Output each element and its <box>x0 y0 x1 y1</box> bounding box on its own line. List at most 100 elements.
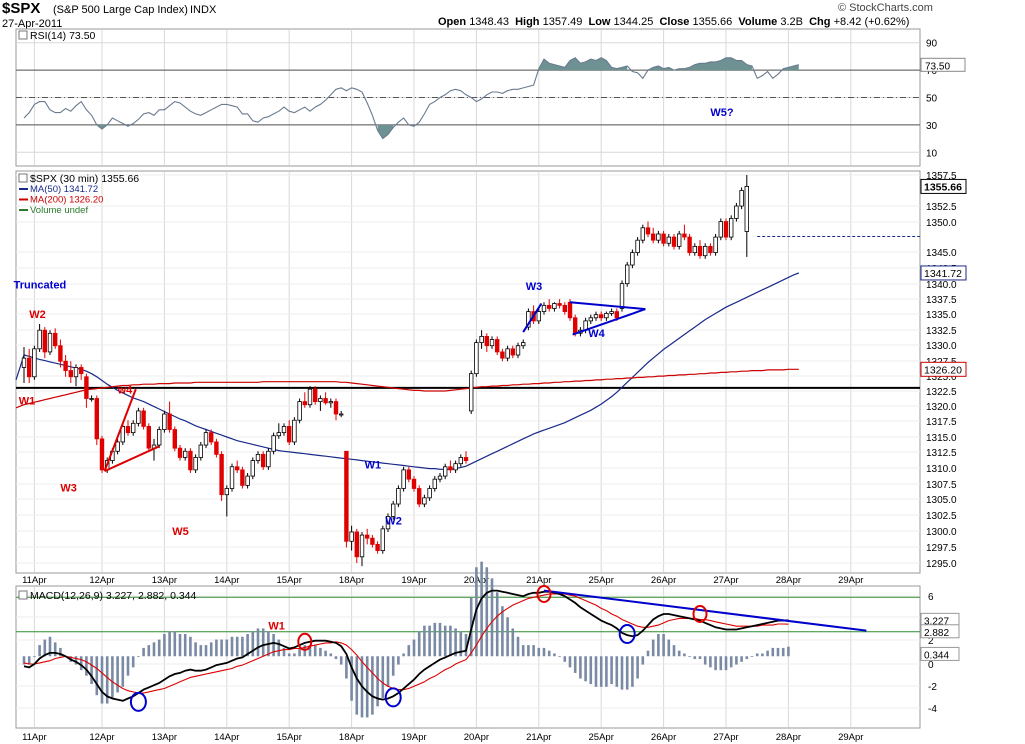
rsi-current-tag-box <box>920 57 966 72</box>
macd-histogram-bar <box>449 625 452 657</box>
price-y-tick: 1317.5 <box>926 417 957 428</box>
candle-body <box>635 239 640 254</box>
macd-histogram-bar <box>230 636 234 657</box>
macd-histogram-bar <box>709 656 712 668</box>
price-y-tick: 1337.5 <box>926 295 957 306</box>
x-tick-label: 12Apr <box>89 732 114 743</box>
rsi-oversold-fill <box>377 124 394 139</box>
candle-body <box>224 488 229 496</box>
macd-histogram-bar <box>142 647 145 657</box>
x-tick-label: 13Apr <box>152 732 177 743</box>
quote-bar: Open 1348.43 High 1357.49 Low 1344.25 Cl… <box>438 16 909 28</box>
candle-body <box>463 457 469 461</box>
candle-body <box>260 453 266 468</box>
candle-body <box>671 236 677 247</box>
price-y-tick: 1312.5 <box>926 448 957 459</box>
ma200-tag-box <box>920 361 967 377</box>
candle-body <box>713 236 718 254</box>
candle-body <box>640 227 645 241</box>
x-tick-label: 21Apr <box>526 575 551 586</box>
macd-histogram-bar <box>100 656 104 704</box>
wave-label: w4 <box>117 385 134 397</box>
macd-histogram-bar <box>454 628 457 657</box>
macd-histogram-bar <box>495 592 499 657</box>
last-price-tag: 1355.66 <box>924 181 962 193</box>
close-value: 1355.66 <box>692 16 733 28</box>
x-tick-label: 14Apr <box>214 575 239 586</box>
macd-histogram-bar <box>547 650 551 657</box>
macd-histogram-bar <box>605 656 608 687</box>
wave-label: W3 <box>526 281 543 293</box>
candle-body <box>47 332 53 353</box>
candle-body <box>266 450 271 468</box>
candle-body <box>651 233 656 241</box>
macd-y-tick: -2 <box>928 682 937 693</box>
x-tick-label: 29Apr <box>838 732 863 743</box>
macd-histogram-bar <box>641 656 645 665</box>
macd-histogram-bar <box>381 656 385 698</box>
macd-histogram-bar <box>490 578 494 657</box>
macd-histogram-bar <box>516 636 520 657</box>
macd-histogram-bar <box>724 656 728 671</box>
macd-histogram-bar <box>48 636 52 657</box>
candle-body <box>515 345 521 356</box>
macd-y-tick: -4 <box>928 704 937 715</box>
candle-body <box>42 329 47 353</box>
macd-histogram-bar <box>251 631 255 657</box>
candle-body <box>146 426 151 449</box>
candle-body <box>619 283 625 309</box>
candle-body <box>697 245 703 257</box>
candle-body <box>593 314 599 319</box>
macd-histogram-bar <box>438 622 442 657</box>
price-y-tick: 1297.5 <box>926 543 957 554</box>
x-tick-label: 27Apr <box>713 732 738 743</box>
candle-body <box>588 317 593 322</box>
macd-histogram-bar <box>199 645 203 657</box>
ma50-line <box>15 272 800 470</box>
macd-histogram-bar <box>615 656 619 687</box>
rsi-y-tick: 10 <box>926 148 938 159</box>
candle-body <box>666 236 671 244</box>
macd-histogram-bar <box>116 656 119 693</box>
annotation-circle <box>384 687 402 708</box>
macd-histogram-bar <box>693 656 697 660</box>
macd-histogram-bar <box>246 634 249 657</box>
macd-histogram-bar <box>485 567 489 657</box>
macd-histogram-bar <box>776 647 780 657</box>
candle-body <box>141 410 146 427</box>
candle-body <box>437 475 443 480</box>
candle-body <box>354 531 359 558</box>
macd-histogram-bar <box>53 642 57 657</box>
candle-body <box>494 339 500 353</box>
trend-line <box>103 388 137 472</box>
candle-body <box>177 447 183 458</box>
x-tick-label: 15Apr <box>277 732 302 743</box>
candle-body <box>115 441 120 452</box>
candle-body <box>448 466 453 471</box>
candle-body <box>682 233 687 238</box>
rsi-y-tick: 30 <box>926 121 938 132</box>
chart-date: 27-Apr-2011 <box>2 18 63 30</box>
macd-histogram-bar <box>599 656 603 687</box>
x-tick-label: 12Apr <box>89 575 114 586</box>
candle-body <box>562 304 567 312</box>
wave-label: W5 <box>172 526 189 538</box>
open-value: 1348.43 <box>469 16 509 28</box>
wave-label: Truncated <box>14 280 67 292</box>
macd-histogram-bar <box>256 628 260 657</box>
hist-value-tag: 0.344 <box>924 650 949 661</box>
candle-body <box>94 398 99 440</box>
price-y-tick: 1322.5 <box>926 387 957 398</box>
macd-histogram-bar <box>215 639 218 657</box>
macd-histogram-bar <box>568 656 572 668</box>
rsi-label: RSI(14) 73.50 <box>30 30 96 42</box>
chg-value: +8.42 (+0.62%) <box>833 16 910 28</box>
macd-histogram-bar <box>745 656 749 660</box>
candles-group <box>21 175 749 567</box>
candle-body <box>557 303 562 306</box>
macd-histogram-bar <box>631 656 634 687</box>
macd-legend-icon <box>18 590 28 600</box>
candle-body <box>312 388 318 402</box>
candle-body <box>416 488 422 505</box>
candle-body <box>432 478 437 489</box>
